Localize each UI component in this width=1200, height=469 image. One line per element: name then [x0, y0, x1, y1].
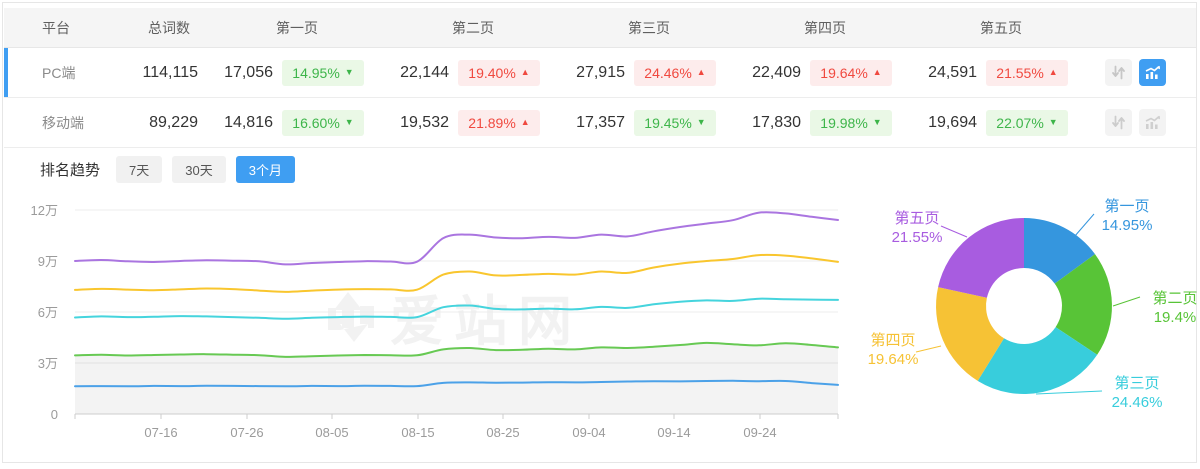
donut-label-page2: 第二页 19.4%: [1152, 290, 1198, 326]
donut-leader-line: [940, 225, 968, 238]
page2-count: 22,144: [400, 63, 449, 81]
page3-cell: 27,915 24.46% ▲: [576, 59, 752, 86]
x-axis-label: 08-25: [486, 425, 519, 440]
page5-cell: 19,694 22.07% ▼: [928, 109, 1104, 136]
trend-line-series: [74, 379, 839, 388]
sort-arrows-icon: [1112, 65, 1125, 80]
line-chart-icon: [1145, 115, 1160, 129]
page1-count: 17,056: [224, 63, 273, 81]
x-axis-label: 07-26: [230, 425, 263, 440]
donut-slice-第五页: [938, 218, 1024, 298]
total-words-value: 89,229: [149, 113, 198, 131]
trend-line-series: [74, 211, 839, 266]
page3-count: 27,915: [576, 63, 625, 81]
platform-label: PC端: [42, 64, 76, 81]
trend-chart-icon-button[interactable]: [1139, 109, 1166, 136]
table-row-pc[interactable]: PC端 114,115 17,056 14.95% ▼ 22,144 19.40%…: [4, 48, 1196, 98]
col-header-page5: 第五页: [980, 19, 1022, 36]
page4-cell: 17,830 19.98% ▼: [752, 109, 928, 136]
aizhan-watermark-text: 爱站网: [390, 292, 582, 352]
y-axis-label: 6万: [38, 305, 58, 320]
tab-30days[interactable]: 30天: [172, 155, 226, 183]
y-axis-label: 3万: [38, 356, 58, 371]
trend-title: 排名趋势: [40, 161, 101, 179]
page3-change-badge: 24.46% ▲: [634, 59, 716, 86]
col-header-platform: 平台: [42, 19, 70, 36]
page4-change-badge: 19.98% ▼: [810, 109, 892, 136]
page4-cell: 22,409 19.64% ▲: [752, 59, 928, 86]
donut-slice-第一页: [1024, 218, 1095, 284]
page5-cell: 24,591 21.55% ▲: [928, 59, 1104, 86]
x-axis-label: 08-15: [401, 425, 434, 440]
page1-change-badge: 14.95% ▼: [282, 59, 364, 86]
y-axis-label: 9万: [38, 254, 58, 269]
donut-leader-line: [915, 345, 942, 353]
x-axis-label: 09-04: [572, 425, 605, 440]
page4-count: 17,830: [752, 113, 801, 131]
y-axis-label: 12万: [31, 203, 58, 218]
donut-label-page1: 第一页 14.95%: [1101, 198, 1153, 234]
donut-slice-第三页: [977, 327, 1098, 395]
line-chart-icon: [1145, 65, 1160, 79]
page3-count: 17,357: [576, 113, 625, 131]
page1-change-badge: 16.60% ▼: [282, 109, 364, 136]
trend-line-chart: 爱站网 0 3万 6万 9万 12万 07-16 07-26 08-05 08-15 08-25 09…: [31, 203, 839, 440]
table-header: 平台 总词数 第一页 第二页 第三页 第四页 第五页: [4, 8, 1196, 48]
col-header-page2: 第二页: [452, 19, 494, 36]
total-words-value: 114,115: [142, 63, 198, 81]
platform-label: 移动端: [42, 114, 84, 131]
col-header-page3: 第三页: [628, 19, 670, 36]
donut-leader-line: [1035, 390, 1103, 395]
x-axis-label: 08-05: [315, 425, 348, 440]
page1-count: 14,816: [224, 113, 273, 131]
page3-change-badge: 19.45% ▼: [634, 109, 716, 136]
tab-7days[interactable]: 7天: [116, 155, 163, 183]
col-header-page4: 第四页: [804, 19, 846, 36]
trend-section-header: 排名趋势 7天 30天 3个月: [0, 151, 860, 187]
x-axis-label: 09-14: [657, 425, 690, 440]
donut-label-page5: 第五页 21.55%: [891, 210, 943, 246]
table-row-mobile[interactable]: 移动端 89,229 14,816 16.60% ▼ 19,532 21.89% ▲…: [4, 98, 1196, 148]
x-axis-label: 07-16: [144, 425, 177, 440]
trend-line-series: [74, 297, 839, 320]
donut-leader-line: [1112, 296, 1141, 307]
donut-label-page4: 第四页 19.64%: [867, 332, 919, 368]
page4-change-badge: 19.64% ▲: [810, 59, 892, 86]
col-header-total: 总词数: [148, 19, 190, 36]
sort-arrows-icon-button[interactable]: [1105, 59, 1132, 86]
page5-count: 19,694: [928, 113, 977, 131]
donut-slice-第二页: [1054, 254, 1112, 355]
page3-cell: 17,357 19.45% ▼: [576, 109, 752, 136]
page4-count: 22,409: [752, 63, 801, 81]
page5-count: 24,591: [928, 63, 977, 81]
page1-cell: 14,816 16.60% ▼: [224, 109, 400, 136]
donut-leader-line: [1067, 213, 1095, 245]
page2-change-badge: 19.40% ▲: [458, 59, 540, 86]
sort-arrows-icon: [1112, 115, 1125, 130]
donut-slice-第四页: [936, 287, 1004, 381]
page2-cell: 22,144 19.40% ▲: [400, 59, 576, 86]
page1-cell: 17,056 14.95% ▼: [224, 59, 400, 86]
page2-cell: 19,532 21.89% ▲: [400, 109, 576, 136]
page5-change-badge: 21.55% ▲: [986, 59, 1068, 86]
page2-count: 19,532: [400, 113, 449, 131]
trend-line-series: [74, 253, 839, 293]
trend-line-series: [74, 341, 839, 358]
x-axis-label: 09-24: [743, 425, 776, 440]
page2-change-badge: 21.89% ▲: [458, 109, 540, 136]
donut-label-page3: 第三页 24.46%: [1111, 375, 1163, 411]
y-axis-label: 0: [51, 407, 58, 422]
tab-3months[interactable]: 3个月: [235, 155, 295, 183]
series-area-fill: [75, 342, 838, 414]
page5-change-badge: 22.07% ▼: [986, 109, 1068, 136]
sort-arrows-icon-button[interactable]: [1105, 109, 1132, 136]
col-header-page1: 第一页: [276, 19, 318, 36]
trend-chart-icon-button-active[interactable]: [1139, 59, 1166, 86]
page-share-donut-chart: [915, 213, 1141, 395]
